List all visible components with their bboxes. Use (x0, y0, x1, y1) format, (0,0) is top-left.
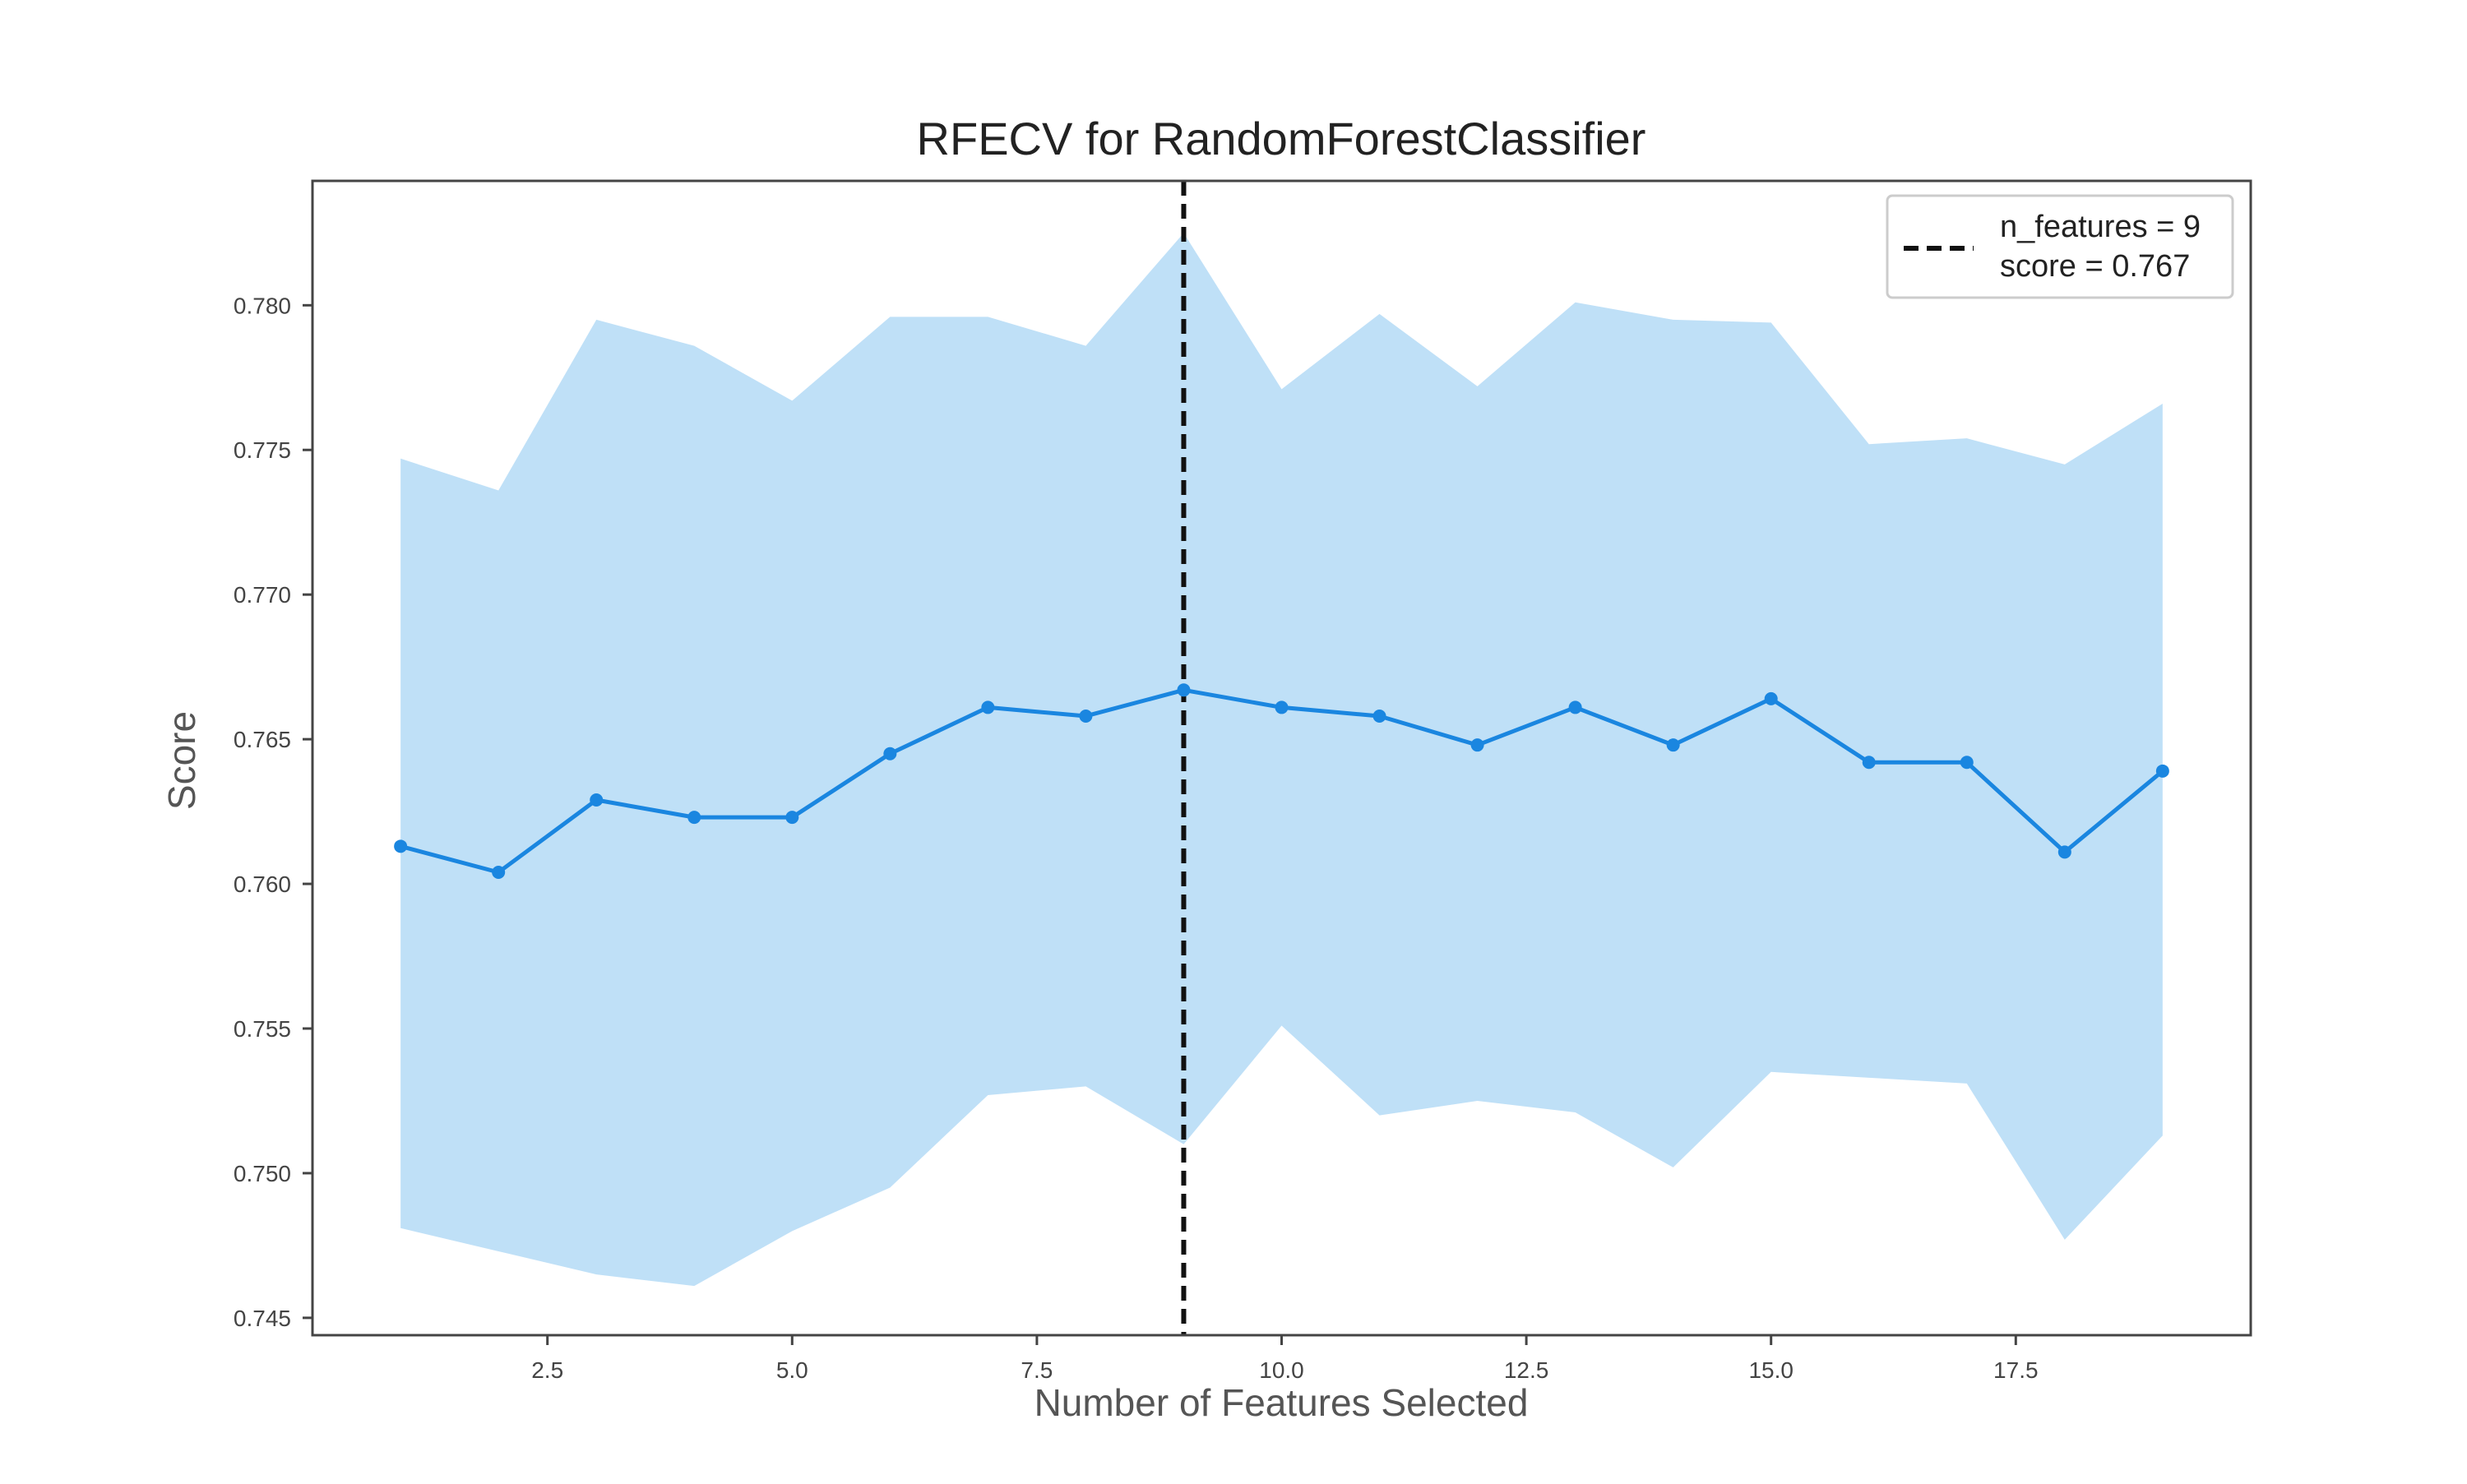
y-tick-label: 0.775 (234, 437, 291, 463)
score-point (1275, 700, 1289, 714)
x-tick-label: 5.0 (776, 1357, 808, 1383)
score-point (1177, 683, 1191, 697)
legend-score: score = 0.767 (2000, 249, 2190, 284)
x-tick-label: 10.0 (1259, 1357, 1304, 1383)
score-point (785, 811, 799, 825)
score-point (883, 747, 897, 760)
y-axis-label: Score (160, 711, 203, 810)
score-point (981, 700, 995, 714)
score-point (1960, 756, 1974, 770)
y-tick-label: 0.745 (234, 1306, 291, 1331)
x-tick-label: 12.5 (1504, 1357, 1549, 1383)
x-axis-label: Number of Features Selected (1034, 1381, 1529, 1424)
score-point (394, 839, 408, 853)
score-point (1568, 700, 1582, 714)
y-tick-label: 0.780 (234, 293, 291, 318)
x-ticks: 2.5 5.0 7.5 10.0 12.5 15.0 17.5 (531, 1335, 2039, 1383)
score-point (1862, 756, 1876, 770)
score-point (687, 811, 701, 825)
y-ticks: 0.745 0.750 0.755 0.760 0.765 0.770 0.775 0.780 (234, 293, 312, 1331)
y-tick-label: 0.755 (234, 1016, 291, 1042)
x-tick-label: 15.0 (1748, 1357, 1794, 1383)
score-point (1079, 709, 1093, 723)
score-point (590, 793, 604, 807)
y-tick-label: 0.760 (234, 871, 291, 897)
score-points-layer (394, 683, 2169, 879)
score-point (1666, 738, 1680, 752)
legend-n-features: n_features = 9 (2000, 210, 2201, 244)
legend: n_features = 9 score = 0.767 (1886, 194, 2234, 299)
score-point (2057, 845, 2071, 859)
score-point (1372, 709, 1386, 723)
legend-box (1886, 194, 2234, 299)
score-point (2155, 764, 2169, 778)
confidence-band-layer (400, 233, 2163, 1287)
y-tick-label: 0.750 (234, 1161, 291, 1186)
x-tick-label: 2.5 (531, 1357, 563, 1383)
confidence-band (400, 233, 2163, 1287)
score-point (1470, 738, 1484, 752)
plot-frame (311, 179, 2252, 1337)
score-point (492, 865, 506, 879)
y-tick-label: 0.765 (234, 727, 291, 752)
x-tick-label: 7.5 (1021, 1357, 1053, 1383)
y-tick-label: 0.770 (234, 582, 291, 608)
x-tick-label: 17.5 (1993, 1357, 2039, 1383)
score-point (1764, 691, 1778, 705)
chart-title: RFECV for RandomForestClassifier (917, 113, 1646, 164)
